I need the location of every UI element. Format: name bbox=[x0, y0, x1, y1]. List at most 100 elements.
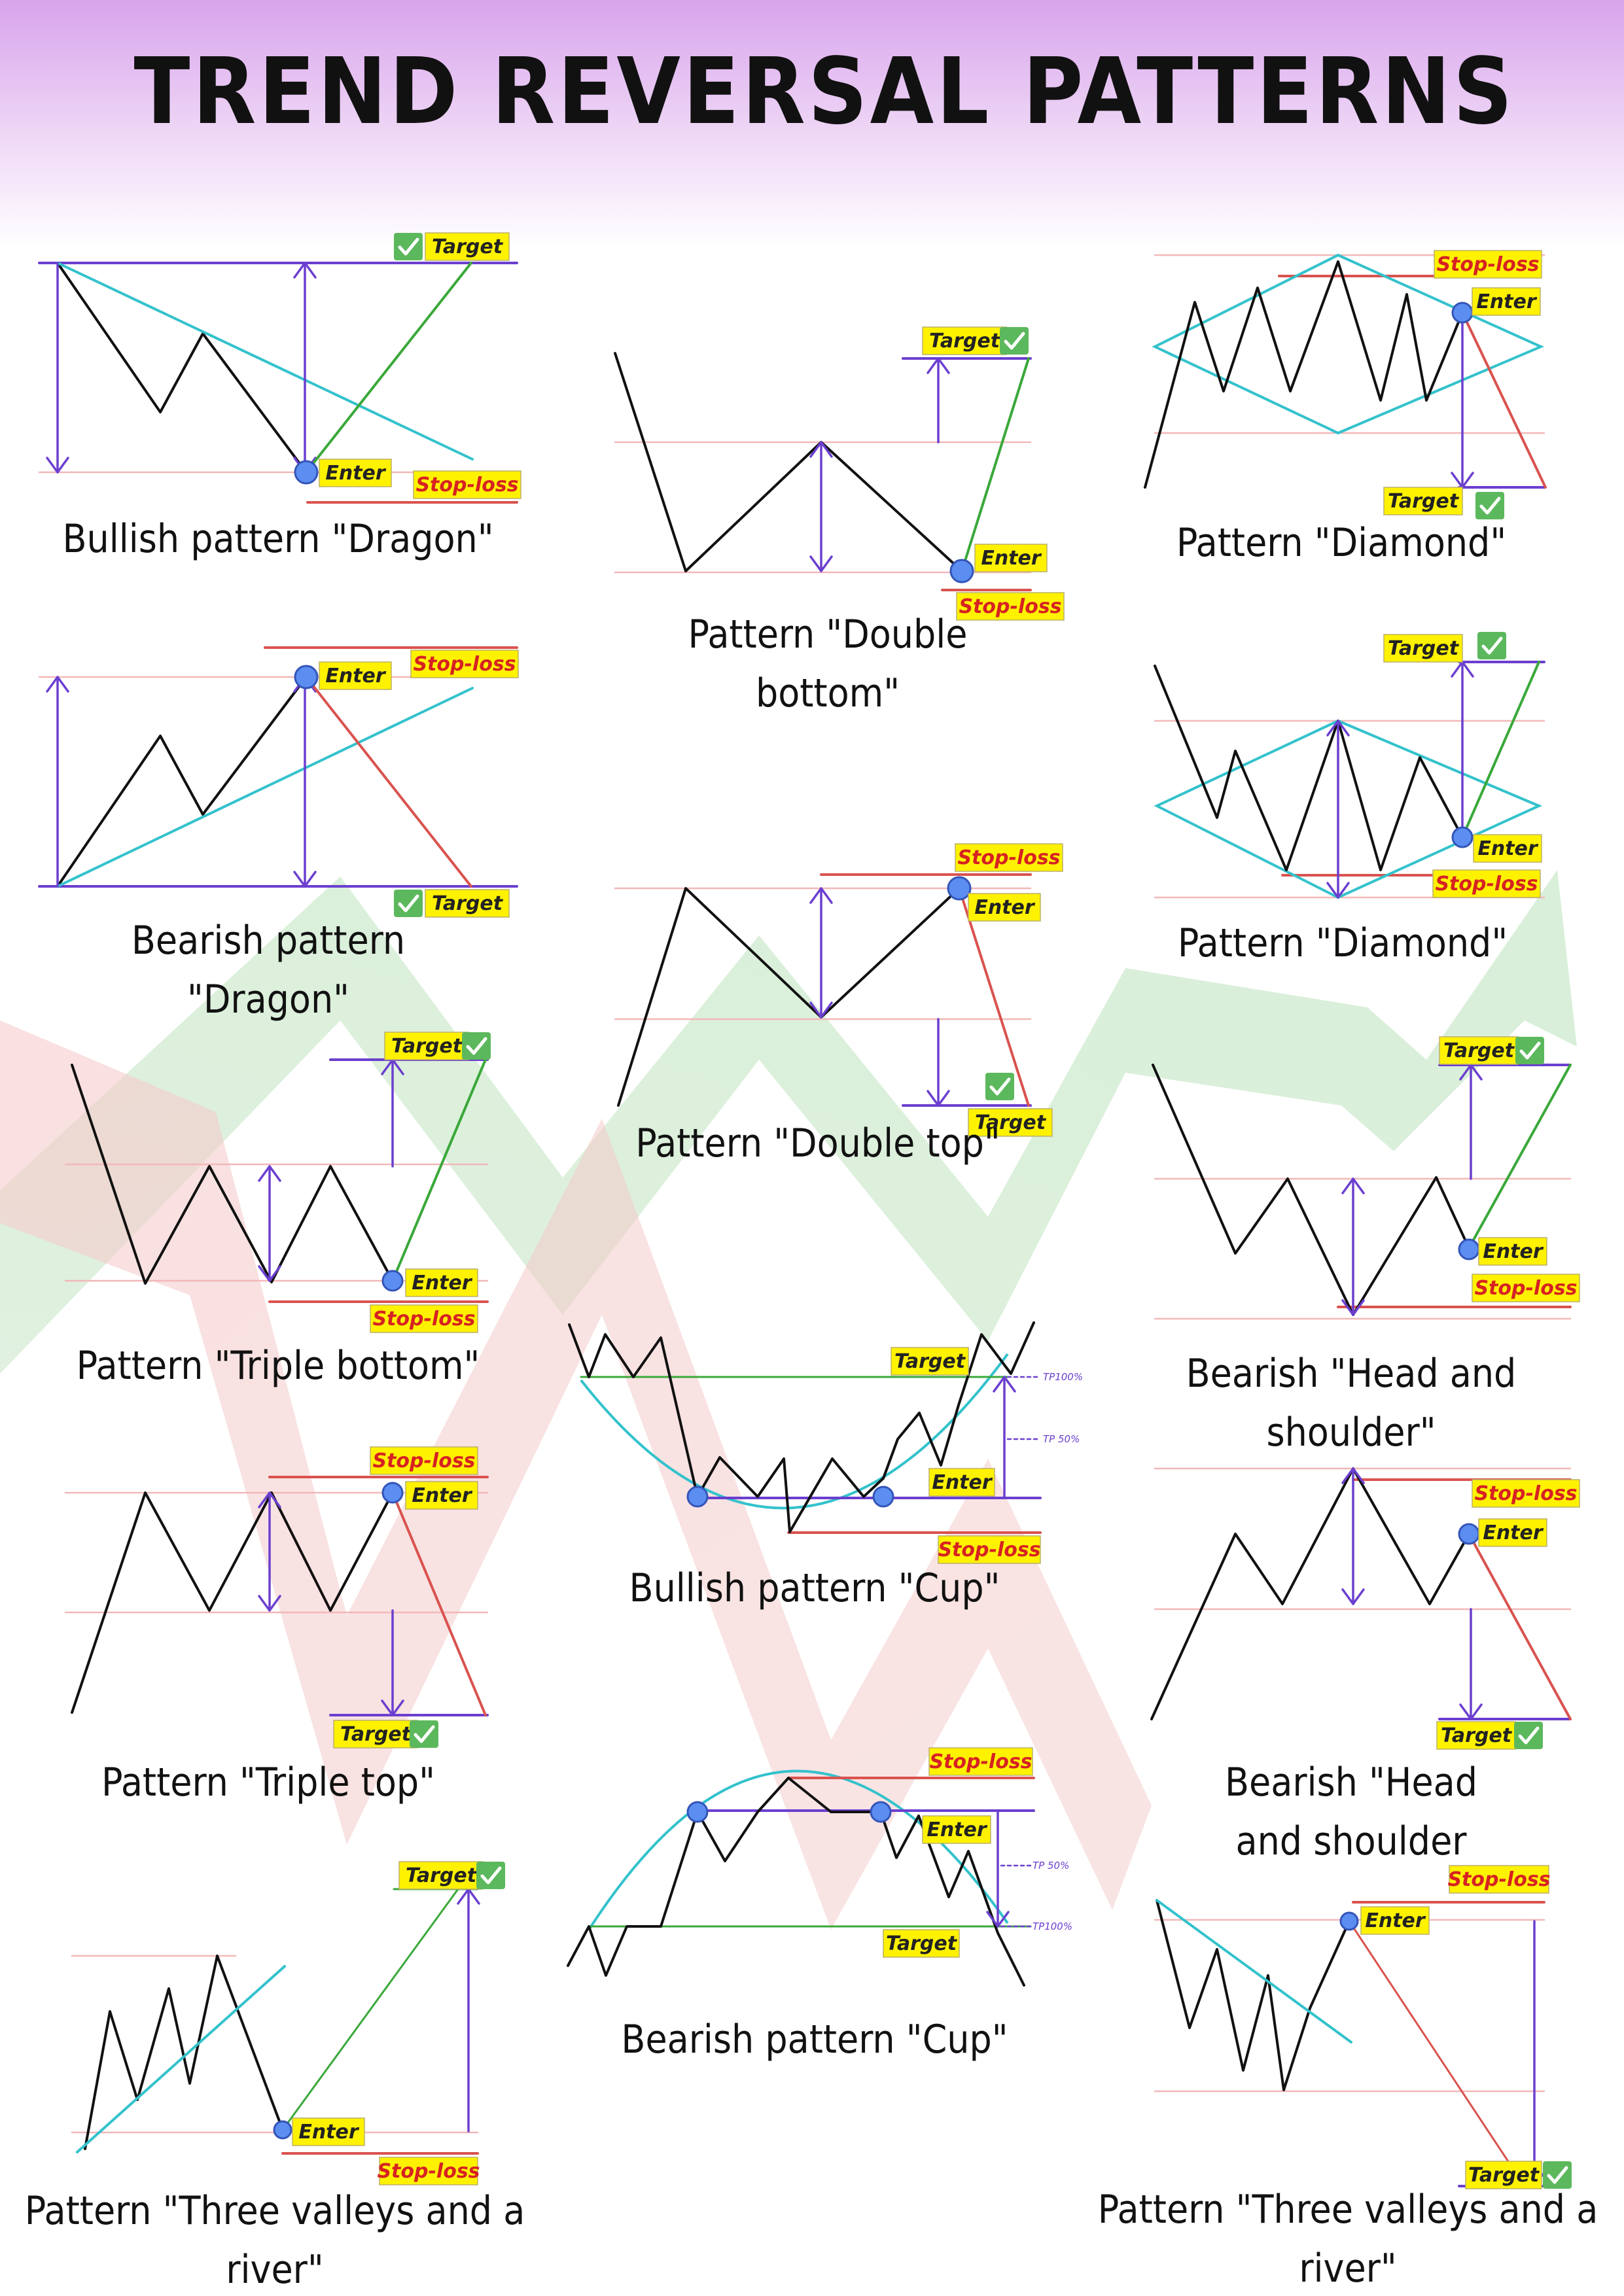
check-mark bbox=[414, 1725, 435, 1743]
stop-path bbox=[1461, 311, 1547, 489]
stop-loss-tag bbox=[1472, 1479, 1580, 1508]
pattern-bearish-dragon: Enter Stop-loss Target Bearish pattern "Drag… bbox=[38, 646, 519, 1022]
entry-point-icon bbox=[949, 559, 974, 583]
arrow-head bbox=[258, 1595, 281, 1612]
trend-line bbox=[56, 262, 474, 461]
arrow-head bbox=[927, 1090, 950, 1107]
enter-label: Enter bbox=[412, 1484, 473, 1507]
check-mark bbox=[1519, 1041, 1541, 1060]
cup-curve bbox=[588, 1769, 1009, 1931]
arrow-head bbox=[986, 1911, 1010, 1928]
caption: river" bbox=[1299, 2246, 1396, 2291]
target-path bbox=[1468, 1064, 1572, 1249]
caption: Pattern "Three valleys and a bbox=[1098, 2187, 1598, 2233]
check-icon bbox=[476, 1862, 505, 1889]
enter-tag bbox=[1478, 1518, 1547, 1547]
enter-label: Enter bbox=[325, 665, 387, 687]
caption: shoulder" bbox=[1266, 1410, 1436, 1455]
arrow-head bbox=[1459, 1064, 1483, 1081]
arrow-head bbox=[1459, 1703, 1483, 1720]
entry-point-icon bbox=[686, 1486, 709, 1508]
diamond-outline bbox=[1152, 253, 1544, 435]
pattern-head-shoulders: Stop-loss Enter Target Bearish "Head and sho… bbox=[1150, 1467, 1580, 1864]
check-icon bbox=[985, 1073, 1014, 1100]
caption: Bearish "Head and bbox=[1186, 1351, 1517, 1397]
target-label: Target bbox=[894, 1350, 966, 1373]
enter-tag bbox=[319, 661, 392, 690]
arrow-head bbox=[927, 357, 950, 374]
caption: Pattern "Triple bottom" bbox=[77, 1343, 480, 1389]
stop-loss-label: Stop-loss bbox=[938, 1539, 1040, 1561]
caption: Pattern "Triple top" bbox=[101, 1760, 435, 1805]
tp50-label: TP 50% bbox=[1033, 1860, 1069, 1871]
enter-label: Enter bbox=[974, 896, 1036, 919]
diamond-outline bbox=[1154, 719, 1542, 899]
enter-tag bbox=[1478, 1237, 1547, 1266]
check-icon bbox=[394, 233, 423, 260]
check-icon bbox=[1543, 2161, 1572, 2189]
arrow-head bbox=[809, 1001, 833, 1018]
stop-loss-label: Stop-loss bbox=[377, 2160, 480, 2183]
caption: Bullish pattern "Cup" bbox=[629, 1565, 1000, 1611]
price-line bbox=[71, 1064, 394, 1285]
price-line bbox=[567, 1777, 1025, 1987]
enter-tag bbox=[319, 459, 392, 487]
target-tag bbox=[968, 1108, 1053, 1137]
target-tag bbox=[1465, 2161, 1542, 2189]
entry-point-icon bbox=[1458, 1238, 1480, 1261]
stop-loss-tag bbox=[413, 470, 521, 499]
enter-tag bbox=[1472, 287, 1541, 316]
enter-tag bbox=[405, 1481, 478, 1510]
target-path bbox=[305, 262, 472, 474]
price-line bbox=[71, 1491, 394, 1714]
check-icon bbox=[1000, 327, 1029, 355]
pattern-bullish-dragon: Enter Stop-loss Target Bullish pattern "Dra… bbox=[38, 232, 521, 562]
caption: bottom" bbox=[756, 670, 900, 716]
stop-loss-label: Stop-loss bbox=[929, 1750, 1032, 1773]
stop-loss-label: Stop-loss bbox=[957, 846, 1060, 869]
stop-path bbox=[305, 676, 472, 888]
stop-loss-tag bbox=[938, 1535, 1041, 1564]
entry-point-icon bbox=[1451, 302, 1474, 324]
target-label: Target bbox=[391, 1035, 463, 1058]
entry-point-icon bbox=[947, 876, 972, 901]
stop-path bbox=[391, 1491, 487, 1716]
entry-point-icon bbox=[1339, 1911, 1359, 1931]
price-line bbox=[84, 1955, 284, 2150]
target-tag bbox=[398, 1861, 484, 1890]
check-mark bbox=[989, 1077, 1011, 1096]
trend-line bbox=[1156, 1899, 1352, 2044]
enter-label: Enter bbox=[1483, 1240, 1544, 1263]
arrow-head bbox=[1341, 1467, 1365, 1484]
trend-line bbox=[56, 687, 474, 888]
stop-loss-tag bbox=[379, 2157, 478, 2185]
entry-point-icon bbox=[1458, 1523, 1480, 1545]
check-icon bbox=[1515, 1037, 1544, 1064]
target-tag bbox=[891, 1347, 969, 1376]
stop-path bbox=[1348, 1920, 1526, 2187]
entry-point-icon bbox=[686, 1801, 709, 1823]
cup-curve bbox=[580, 1353, 1009, 1510]
enter-label: Enter bbox=[1483, 1522, 1544, 1544]
pattern-diamond-bullish: Target Enter Stop-loss Pattern "Diamond" bbox=[1154, 632, 1545, 966]
arrow-head bbox=[1341, 1588, 1365, 1605]
enter-label: Enter bbox=[932, 1471, 993, 1494]
stop-loss-label: Stop-loss bbox=[372, 1308, 475, 1331]
price-line bbox=[56, 676, 308, 888]
stop-loss-tag bbox=[928, 1747, 1033, 1776]
stop-loss-tag bbox=[410, 650, 519, 678]
entry-point-icon bbox=[294, 460, 319, 485]
page-title: TREND REVERSAL PATTERNS bbox=[134, 39, 1515, 145]
entry-point-icon bbox=[381, 1270, 404, 1292]
enter-tag bbox=[1360, 1906, 1430, 1935]
check-mark bbox=[398, 894, 419, 913]
arrow-head bbox=[258, 1491, 281, 1508]
background-arrows bbox=[0, 870, 1577, 1930]
caption: Pattern "Double bbox=[688, 612, 967, 657]
enter-tag bbox=[405, 1268, 478, 1297]
target-label: Target bbox=[886, 1932, 958, 1955]
price-line bbox=[1150, 1467, 1470, 1720]
stop-loss-label: Stop-loss bbox=[413, 653, 516, 676]
